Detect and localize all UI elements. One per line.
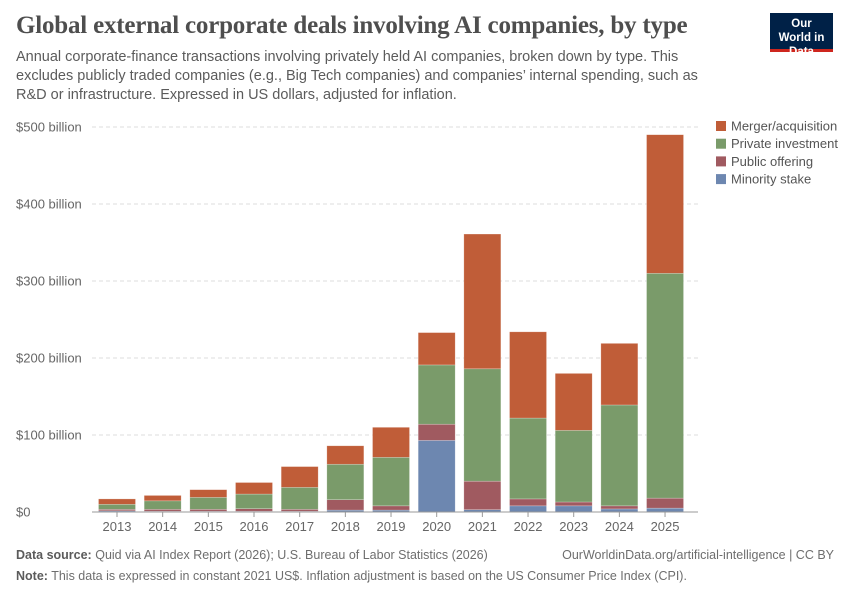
x-tick-label: 2019 [377,519,406,534]
bar-segment[interactable] [98,503,136,510]
logo-text: Our World in Data [778,18,825,58]
bar-segment[interactable] [463,233,502,370]
bar-segment[interactable] [509,331,547,419]
bar-segment[interactable] [280,466,319,488]
legend-label[interactable]: Merger/acquisition [731,119,837,134]
x-tick-label: 2023 [559,519,588,534]
source-text[interactable]: Quid via AI Index Report (2026); U.S. Bu… [95,548,488,562]
y-tick-label: $400 billion [16,197,82,212]
bar-segment[interactable] [143,500,182,510]
bar-segment[interactable] [600,404,639,507]
x-tick-label: 2018 [331,519,360,534]
bar-segment[interactable] [509,417,547,500]
x-tick-label: 2013 [103,519,132,534]
owid-url[interactable]: OurWorldinData.org/artificial-intelligen… [562,548,834,562]
legend-label[interactable]: Public offering [731,154,813,169]
bar-segment[interactable] [235,508,273,512]
legend-swatch [716,121,726,131]
y-tick-label: $100 billion [16,428,82,443]
bar-segment[interactable] [554,430,593,503]
y-tick-label: $200 billion [16,351,82,366]
bar-segment[interactable] [189,497,228,510]
bar-segment[interactable] [280,487,319,510]
stacked-bar-chart: $0 $100 billion $200 billion $300 billion $4… [16,119,838,535]
x-tick-label: 2015 [194,519,223,534]
note: Note: This data is expressed in constant… [16,569,687,583]
source-label: Data source: [16,548,92,562]
note-label: Note: [16,569,48,583]
bar-segment[interactable] [463,480,502,510]
chart-title: Global external corporate deals involvin… [16,12,688,39]
x-tick-label: 2022 [514,519,543,534]
bar-segment[interactable] [646,507,684,513]
y-tick-label: $300 billion [16,274,82,289]
bar-segment[interactable] [509,498,547,507]
bar-segment[interactable] [326,463,365,500]
bar-segment[interactable] [143,495,182,502]
data-source: Data source: Quid via AI Index Report (2… [16,548,488,562]
bar-segment[interactable] [372,426,410,458]
y-tick-label: $500 billion [16,120,82,135]
bar-segment[interactable] [600,505,639,510]
x-tick-label: 2020 [422,519,451,534]
owid-logo[interactable]: Our World in Data [770,13,833,58]
legend-swatch [716,156,726,167]
bar-segment[interactable] [372,505,410,511]
x-tick-label: 2025 [651,519,680,534]
legend-label[interactable]: Minority stake [731,172,811,187]
bar-segment[interactable] [372,457,410,507]
bar-segment[interactable] [554,373,593,431]
x-tick-label: 2014 [148,519,177,534]
x-tick-label: 2016 [240,519,269,534]
bar-segment[interactable] [326,499,365,511]
legend-swatch [716,174,726,185]
bar-segment[interactable] [235,482,273,495]
bar-segment[interactable] [646,272,684,499]
bar-segment[interactable] [554,505,593,513]
bar-segment[interactable] [189,489,228,498]
bar-segment[interactable] [326,445,365,465]
legend-label[interactable]: Private investment [731,136,838,151]
bar-segment[interactable] [646,497,684,509]
bar-segment[interactable] [509,505,547,513]
y-tick-label: $0 [16,505,30,520]
bar-segment[interactable] [417,440,456,513]
x-tick-label: 2017 [285,519,314,534]
bar-segment[interactable] [646,134,684,274]
bar-segment[interactable] [463,368,502,482]
x-tick-label: 2024 [605,519,634,534]
bar-segment[interactable] [417,364,456,425]
bar-segment[interactable] [554,501,593,507]
bar-segment[interactable] [98,498,136,505]
legend-swatch [716,138,726,149]
x-tick-label: 2021 [468,519,497,534]
bar-segment[interactable] [417,423,456,441]
chart-subtitle: Annual corporate-finance transactions in… [16,49,698,103]
bar-segment[interactable] [600,343,639,406]
note-text: This data is expressed in constant 2021 … [51,569,687,583]
bar-segment[interactable] [235,493,273,509]
bar-segment[interactable] [417,332,456,366]
